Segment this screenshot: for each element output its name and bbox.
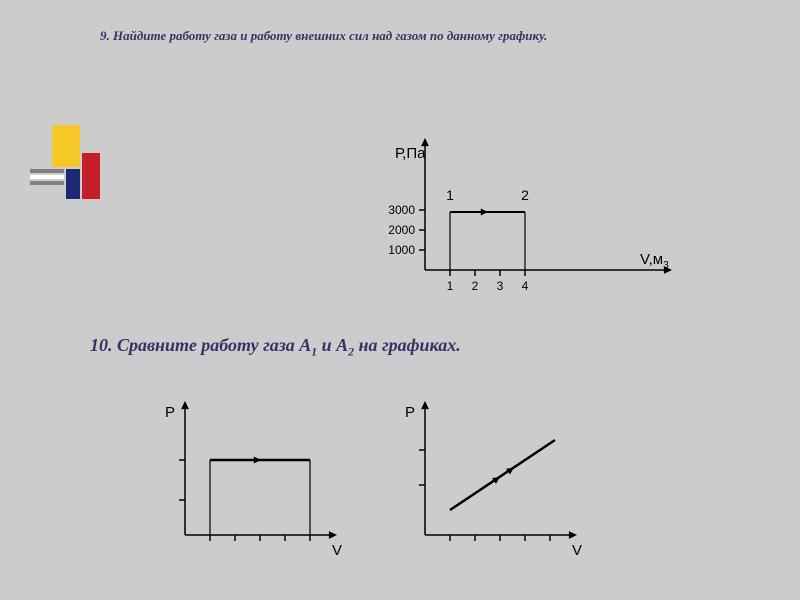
svg-text:2: 2 <box>472 279 479 293</box>
svg-text:2: 2 <box>521 187 529 203</box>
svg-text:1: 1 <box>446 187 454 203</box>
chart3-pv-diagram: PV <box>380 385 590 565</box>
svg-text:V,м3: V,м3 <box>640 251 669 271</box>
svg-text:2000: 2000 <box>388 223 415 237</box>
svg-text:1000: 1000 <box>388 243 415 257</box>
task10-suffix: на графиках. <box>354 335 461 355</box>
task10-prefix: 10. Сравните работу газа А <box>90 335 311 355</box>
svg-text:Р,Па: Р,Па <box>395 145 426 162</box>
svg-text:3000: 3000 <box>388 203 415 217</box>
task9-title: 9. Найдите работу газа и работу внешних … <box>100 28 760 44</box>
svg-text:1: 1 <box>447 279 454 293</box>
chart2-pv-diagram: PV <box>140 385 350 565</box>
svg-text:P: P <box>405 404 415 421</box>
svg-text:P: P <box>165 404 175 421</box>
task10-title: 10. Сравните работу газа А1 и А2 на граф… <box>90 335 461 359</box>
svg-text:4: 4 <box>522 279 529 293</box>
svg-text:3: 3 <box>497 279 504 293</box>
decorative-logo <box>30 125 140 215</box>
chart1-pv-diagram: Р,Па V,м3 1000 2000 3000 1 2 3 4 1 2 <box>370 120 700 300</box>
task10-mid: и А <box>317 335 348 355</box>
svg-text:V: V <box>572 542 582 559</box>
svg-text:V: V <box>332 542 342 559</box>
